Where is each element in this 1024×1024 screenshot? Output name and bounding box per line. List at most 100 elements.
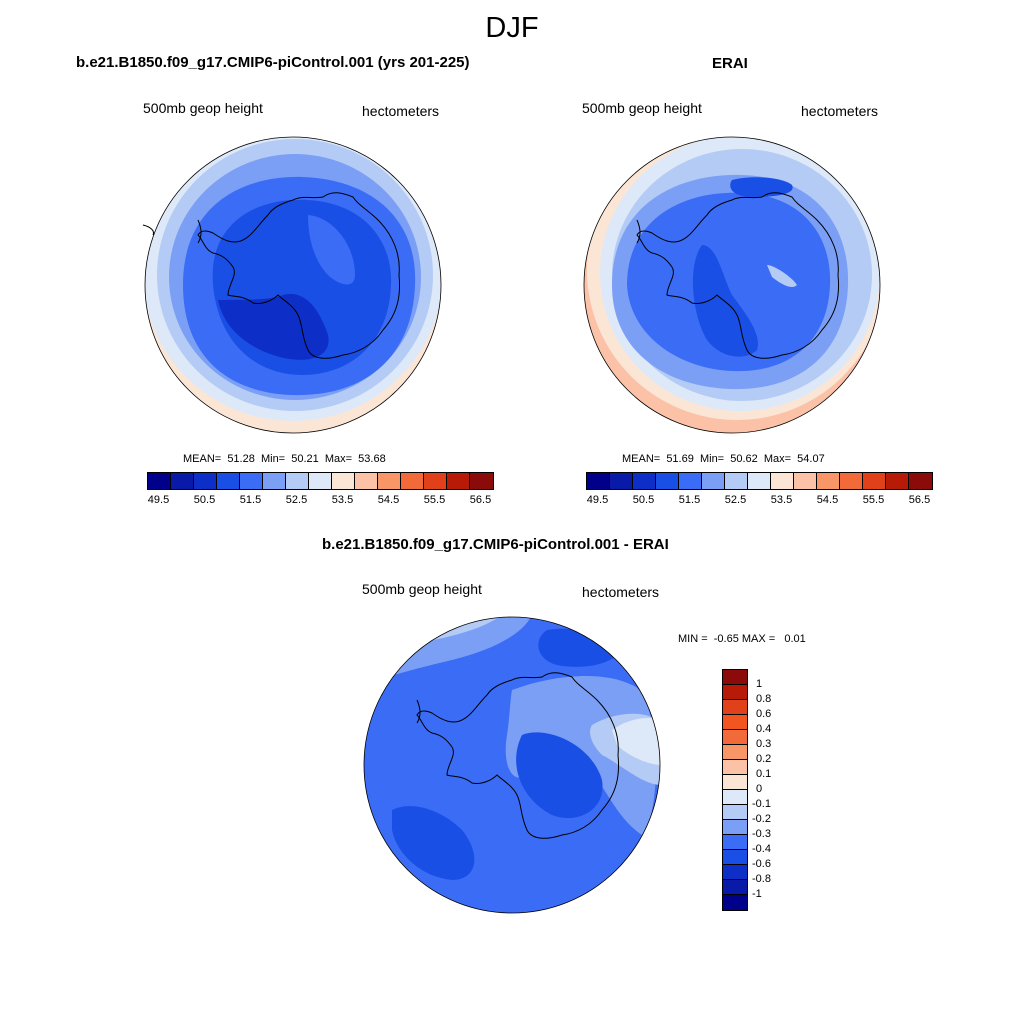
colorbar-tick-label: 55.5 <box>862 494 885 506</box>
colorbar-swatch <box>702 473 725 489</box>
colorbar-swatch <box>771 473 794 489</box>
colorbar-swatch <box>378 473 401 489</box>
colorbar-swatch <box>587 473 610 489</box>
colorbar-tick-label: 0.2 <box>756 753 772 765</box>
colorbar-swatch <box>723 790 747 805</box>
colorbar-swatch <box>863 473 886 489</box>
colorbar-tick-label: 0.8 <box>756 693 772 705</box>
colorbar-swatch <box>217 473 240 489</box>
colorbar-swatch <box>794 473 817 489</box>
colorbar-swatch <box>723 730 747 745</box>
colorbar-tick-label: 54.5 <box>377 494 400 506</box>
colorbar-swatch <box>723 715 747 730</box>
colorbar-swatch <box>723 760 747 775</box>
panel-model-stats: MEAN= 51.28 Min= 50.21 Max= 53.68 <box>183 453 386 465</box>
colorbar-swatch <box>723 775 747 790</box>
colorbar-erai-labels: 49.5 50.5 51.5 52.5 53.5 54.5 55.5 56.5 <box>586 494 933 508</box>
colorbar-tick-label: -0.4 <box>752 843 771 855</box>
colorbar-swatch <box>723 685 747 700</box>
colorbar-swatch <box>723 820 747 835</box>
colorbar-tick-label: 56.5 <box>908 494 931 506</box>
colorbar-swatch <box>840 473 863 489</box>
panel-erai-stats: MEAN= 51.69 Min= 50.62 Max= 54.07 <box>622 453 825 465</box>
colorbar-swatch <box>723 835 747 850</box>
colorbar-swatch <box>748 473 771 489</box>
colorbar-tick-label: 0.6 <box>756 708 772 720</box>
colorbar-tick-label: -0.3 <box>752 828 771 840</box>
colorbar-diff-labels: 1 0.8 0.6 0.4 0.3 0.2 0.1 0 -0.1 -0.2 -0.3 -0.4 -0.6… <box>752 669 792 911</box>
colorbar-tick-label: -0.8 <box>752 873 771 885</box>
colorbar-tick-label: 53.5 <box>331 494 354 506</box>
panel-erai-title: ERAI <box>712 55 748 72</box>
colorbar-swatch <box>886 473 909 489</box>
colorbar-tick-label: 51.5 <box>239 494 262 506</box>
colorbar-swatch <box>148 473 171 489</box>
colorbar-tick-label: 1 <box>756 678 763 690</box>
colorbar-tick-label: 0.3 <box>756 738 772 750</box>
colorbar-tick-label: 0 <box>756 783 763 795</box>
colorbar-swatch <box>817 473 840 489</box>
colorbar-tick-label: 52.5 <box>724 494 747 506</box>
panel-model-title: b.e21.B1850.f09_g17.CMIP6-piControl.001 … <box>76 54 470 71</box>
colorbar-swatch <box>470 473 493 489</box>
colorbar-diff <box>722 669 748 911</box>
colorbar-tick-label: 0.1 <box>756 768 772 780</box>
colorbar-tick-label: 49.5 <box>147 494 170 506</box>
colorbar-swatch <box>679 473 702 489</box>
colorbar-swatch <box>309 473 332 489</box>
colorbar-tick-label: 51.5 <box>678 494 701 506</box>
figure-title: DJF <box>485 12 539 44</box>
colorbar-swatch <box>909 473 932 489</box>
colorbar-tick-label: -0.2 <box>752 813 771 825</box>
colorbar-swatch <box>723 745 747 760</box>
colorbar-swatch <box>723 895 747 910</box>
colorbar-swatch <box>355 473 378 489</box>
colorbar-swatch <box>447 473 470 489</box>
colorbar-tick-label: 0.4 <box>756 723 772 735</box>
panel-model-units-label: hectometers <box>362 103 440 119</box>
colorbar-swatch <box>610 473 633 489</box>
colorbar-swatch <box>656 473 679 489</box>
colorbar-tick-label: -1 <box>752 888 762 900</box>
panel-diff-polar-map <box>363 616 661 914</box>
colorbar-swatch <box>194 473 217 489</box>
antarctica-coastline <box>197 192 401 359</box>
colorbar-tick-label: 54.5 <box>816 494 839 506</box>
panel-erai-units-label: hectometers <box>801 103 879 119</box>
colorbar-swatch <box>424 473 447 489</box>
colorbar-swatch <box>332 473 355 489</box>
colorbar-tick-label: 56.5 <box>469 494 492 506</box>
colorbar-swatch <box>723 865 747 880</box>
panel-diff-stats: MIN = -0.65 MAX = 0.01 <box>678 633 806 645</box>
colorbar-swatch <box>633 473 656 489</box>
colorbar-swatch <box>401 473 424 489</box>
colorbar-swatch <box>286 473 309 489</box>
colorbar-swatch <box>723 880 747 895</box>
colorbar-tick-label: -0.6 <box>752 858 771 870</box>
panel-erai-variable-label: 500mb geop height <box>582 100 702 116</box>
colorbar-tick-label: 49.5 <box>586 494 609 506</box>
colorbar-tick-label: 53.5 <box>770 494 793 506</box>
colorbar-tick-label: 50.5 <box>193 494 216 506</box>
colorbar-tick-label: 55.5 <box>423 494 446 506</box>
colorbar-tick-label: -0.1 <box>752 798 771 810</box>
panel-model-variable-label: 500mb geop height <box>143 100 263 116</box>
antarctica-coastline <box>636 192 840 359</box>
panel-diff-units-label: hectometers <box>582 584 660 600</box>
colorbar-tick-label: 52.5 <box>285 494 308 506</box>
colorbar-swatch <box>723 805 747 820</box>
colorbar-erai <box>586 472 933 490</box>
colorbar-swatch <box>240 473 263 489</box>
colorbar-model <box>147 472 494 490</box>
panel-erai-polar-map <box>583 136 881 434</box>
colorbar-swatch <box>723 850 747 865</box>
colorbar-tick-label: 50.5 <box>632 494 655 506</box>
colorbar-swatch <box>263 473 286 489</box>
panel-model-polar-map <box>142 136 442 434</box>
colorbar-swatch <box>171 473 194 489</box>
colorbar-swatch <box>723 670 747 685</box>
panel-diff-variable-label: 500mb geop height <box>362 581 482 597</box>
colorbar-swatch <box>725 473 748 489</box>
antarctica-coastline <box>416 672 620 839</box>
colorbar-swatch <box>723 700 747 715</box>
